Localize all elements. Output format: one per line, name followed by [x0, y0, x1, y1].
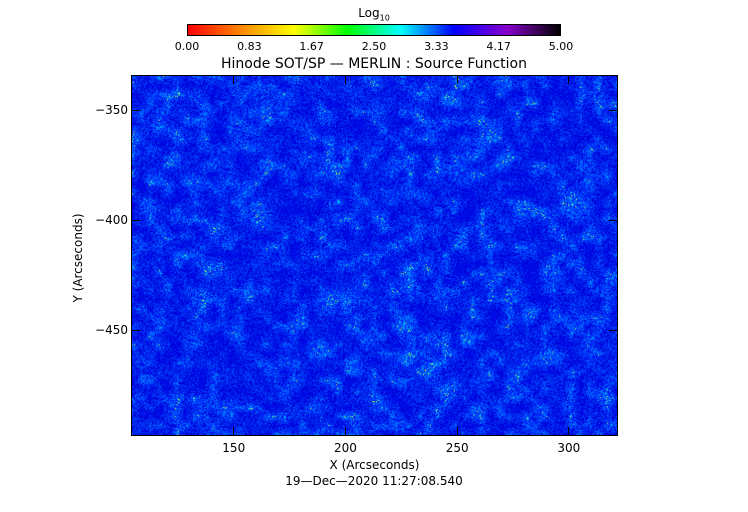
y-tick-mark	[609, 219, 617, 221]
y-tick-mark	[132, 109, 140, 111]
colorbar	[187, 24, 561, 36]
colorbar-tick-label: 1.67	[299, 40, 324, 53]
colorbar-tick-label: 3.33	[424, 40, 449, 53]
y-tick-mark	[132, 329, 140, 331]
x-tick-mark	[568, 427, 570, 435]
colorbar-tick-label: 4.17	[486, 40, 511, 53]
colorbar-title-subscript: 10	[379, 13, 390, 23]
x-tick-mark	[233, 427, 235, 435]
colorbar-tick-label: 5.00	[548, 40, 574, 53]
x-tick-mark	[233, 76, 235, 84]
x-tick-mark	[344, 76, 346, 84]
x-tick-mark	[456, 427, 458, 435]
y-tick-label: −350	[95, 103, 128, 118]
x-axis-label: X (Arcseconds)	[329, 458, 420, 472]
colorbar-title-main: Log	[358, 6, 380, 20]
y-tick-mark	[609, 109, 617, 111]
colorbar-title: Log10	[0, 6, 748, 25]
y-tick-label: −400	[95, 213, 128, 228]
plot-title: Hinode SOT/SP — MERLIN : Source Function	[221, 56, 527, 72]
y-axis-label: Y (Arcseconds)	[71, 213, 85, 303]
colorbar-tick-label: 2.50	[361, 40, 387, 53]
x-tick-mark	[344, 427, 346, 435]
x-tick-mark	[456, 76, 458, 84]
y-tick-mark	[132, 219, 140, 221]
colorbar-tick-label: 0.00	[174, 40, 200, 53]
x-tick-label: 200	[334, 441, 357, 455]
y-tick-mark	[609, 329, 617, 331]
x-tick-mark	[568, 76, 570, 84]
y-tick-label: −450	[95, 323, 128, 338]
x-tick-label: 150	[222, 441, 246, 455]
timestamp: 19—Dec—2020 11:27:08.540	[285, 474, 463, 488]
x-tick-label: 300	[557, 441, 581, 455]
x-tick-label: 250	[445, 441, 469, 455]
source-function-image	[131, 75, 618, 436]
colorbar-tick-label: 0.83	[237, 40, 262, 53]
heatmap-canvas	[132, 76, 617, 435]
